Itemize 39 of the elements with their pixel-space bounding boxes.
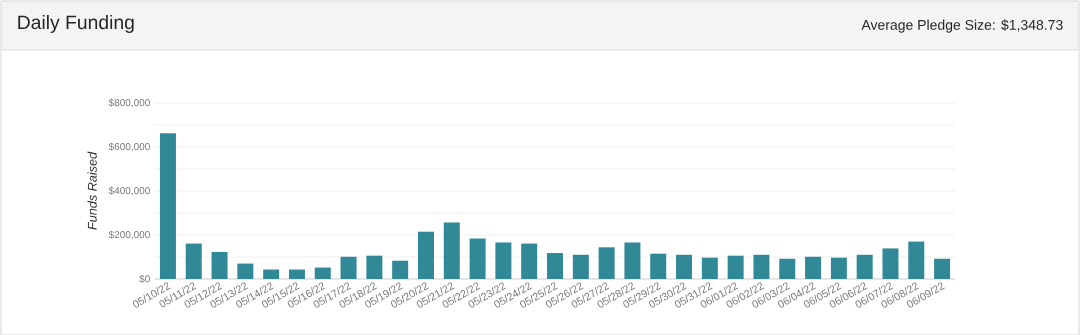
bar [727, 255, 744, 279]
bar [469, 238, 486, 279]
bar [547, 253, 564, 279]
bar [521, 243, 538, 279]
bar [366, 255, 383, 279]
bar [340, 256, 357, 279]
y-tick-label: $600,000 [108, 142, 150, 152]
bar [650, 253, 667, 279]
bar [624, 242, 641, 279]
chart-subtitle: Average Pledge Size: $1,348.73 [861, 19, 1063, 33]
bar [417, 231, 434, 279]
bar [934, 258, 951, 279]
bar [314, 267, 331, 279]
bar [676, 254, 693, 279]
bar [392, 260, 409, 279]
y-axis-title: Funds Raised [87, 151, 97, 230]
bar [882, 248, 899, 279]
bar [159, 133, 176, 279]
bar [753, 254, 770, 279]
y-tick-label: $0 [139, 274, 150, 284]
bar [211, 251, 228, 279]
bar [805, 256, 822, 279]
bar [495, 242, 512, 279]
bar [908, 241, 925, 279]
bar [263, 269, 280, 279]
bar [856, 254, 873, 279]
bar [701, 257, 718, 279]
y-tick-label: $400,000 [108, 186, 150, 196]
bar [572, 254, 589, 279]
bar [830, 257, 847, 279]
bar [443, 222, 460, 279]
chart-title: Daily Funding [18, 14, 134, 34]
bar [288, 269, 305, 279]
y-tick-label: $200,000 [108, 230, 150, 240]
bar [185, 243, 202, 279]
bar [237, 263, 254, 279]
bar [598, 247, 615, 279]
bar [779, 258, 796, 279]
y-tick-label: $800,000 [108, 98, 150, 108]
